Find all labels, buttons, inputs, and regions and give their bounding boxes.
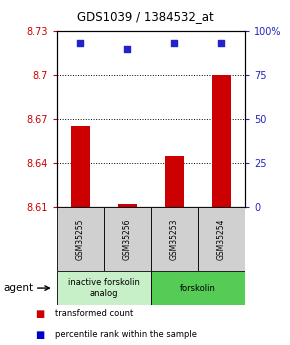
Text: agent: agent <box>3 283 33 293</box>
Bar <box>165 156 184 207</box>
Text: GSM35254: GSM35254 <box>217 218 226 260</box>
Text: GSM35256: GSM35256 <box>123 218 132 260</box>
Bar <box>104 207 151 271</box>
Text: inactive forskolin
analog: inactive forskolin analog <box>68 278 139 298</box>
Bar <box>212 75 231 207</box>
Bar <box>198 207 245 271</box>
Bar <box>118 204 137 207</box>
Point <box>78 41 82 46</box>
Text: transformed count: transformed count <box>55 309 133 318</box>
Text: GDS1039 / 1384532_at: GDS1039 / 1384532_at <box>77 10 213 23</box>
Text: percentile rank within the sample: percentile rank within the sample <box>55 330 197 339</box>
Bar <box>151 207 198 271</box>
Text: GSM35253: GSM35253 <box>170 218 179 260</box>
Bar <box>151 271 245 305</box>
Text: GSM35255: GSM35255 <box>76 218 85 260</box>
Text: ■: ■ <box>35 309 44 319</box>
Text: forskolin: forskolin <box>180 284 216 293</box>
Bar <box>57 207 104 271</box>
Bar <box>71 126 90 207</box>
Text: ■: ■ <box>35 330 44 339</box>
Point <box>172 41 177 46</box>
Point <box>219 41 224 46</box>
Bar <box>57 271 151 305</box>
Point <box>125 46 130 51</box>
